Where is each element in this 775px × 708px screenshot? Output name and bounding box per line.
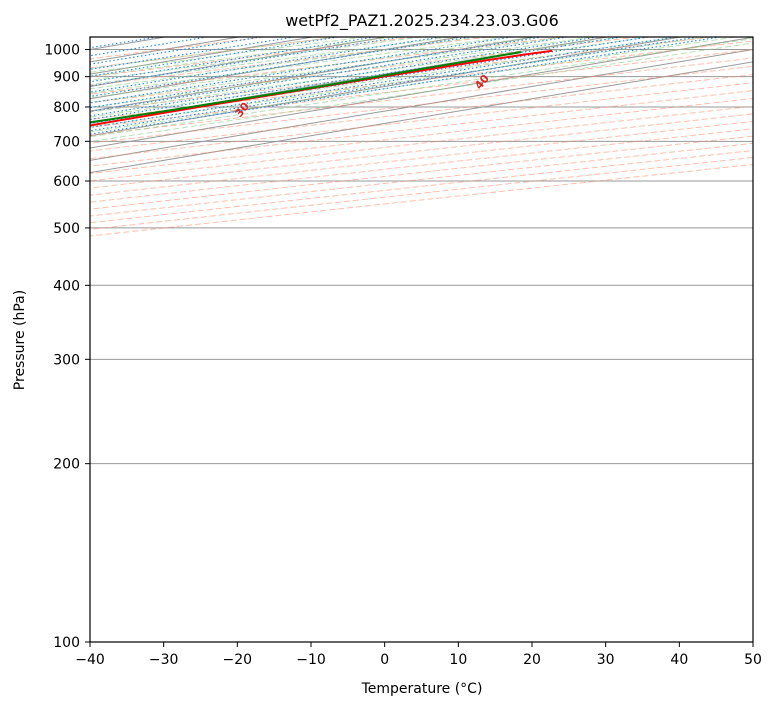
y-tick-label: 700 <box>53 134 80 150</box>
isotherm-line <box>90 37 753 149</box>
dry-adiabat-line <box>90 142 753 217</box>
dry-adiabat-line <box>90 163 753 237</box>
dry-adiabat-line <box>90 49 753 128</box>
x-tick-label: −40 <box>75 652 105 668</box>
moist-adiabat-line <box>90 37 678 123</box>
x-tick-label: 0 <box>380 652 389 668</box>
dry-adiabat-line <box>90 65 753 144</box>
x-axis-label: Temperature (°C) <box>361 681 483 697</box>
y-tick-label: 1000 <box>44 43 80 59</box>
x-tick-label: 20 <box>523 652 541 668</box>
moist-adiabat-line <box>90 37 422 81</box>
mixing-ratio-line <box>90 37 698 132</box>
dry-adiabat-line <box>90 149 753 224</box>
y-tick-label: 100 <box>53 635 80 651</box>
x-tick-label: −30 <box>149 652 179 668</box>
y-tick-label: 300 <box>53 352 80 368</box>
moist-adiabat-line <box>90 42 753 143</box>
dry-adiabat-line <box>90 120 753 196</box>
moist-adiabat-line <box>90 37 707 128</box>
x-tick-label: 50 <box>744 652 762 668</box>
mixing-ratio-line <box>90 37 721 135</box>
dry-adiabat-line <box>90 37 489 87</box>
y-tick-label: 200 <box>53 457 80 473</box>
plot-frame <box>89 36 754 643</box>
moist-adiabat-line <box>90 37 450 85</box>
mixing-ratio-line <box>90 37 402 87</box>
x-tick-label: 10 <box>449 652 467 668</box>
x-tick-label: 30 <box>597 652 615 668</box>
moist-adiabat-line <box>90 37 507 94</box>
background-lines <box>90 37 753 642</box>
y-tick-label: 500 <box>53 221 80 237</box>
isotherm-line <box>90 49 753 161</box>
mixing-ratio-line <box>90 37 441 93</box>
x-tick-label: −10 <box>296 652 326 668</box>
moist-adiabat-line <box>90 37 535 99</box>
moist-adiabat-line <box>90 37 564 104</box>
x-tick-label: 40 <box>670 652 688 668</box>
y-tick-label: 600 <box>53 174 80 190</box>
dry-adiabat-line <box>90 74 753 152</box>
x-tick-label: −20 <box>223 652 253 668</box>
y-tick-label: 400 <box>53 278 80 294</box>
mixing-ratio-line <box>90 37 338 77</box>
mixing-ratio-line <box>90 37 375 83</box>
y-tick-label: 800 <box>53 100 80 116</box>
y-axis-label: Pressure (hPa) <box>12 290 28 390</box>
dry-adiabat-line <box>90 37 638 104</box>
chart-title: wetPf2_PAZ1.2025.234.23.03.G06 <box>285 11 559 31</box>
x-axis: −40 −30 −20 −10 0 10 20 30 40 50 <box>75 642 762 668</box>
dry-adiabat-line <box>90 128 753 203</box>
y-tick-label: 900 <box>53 70 80 86</box>
y-axis: 100 200 300 400 500 600 700 800 900 1000 <box>44 43 90 651</box>
isotherm-line <box>90 61 753 174</box>
